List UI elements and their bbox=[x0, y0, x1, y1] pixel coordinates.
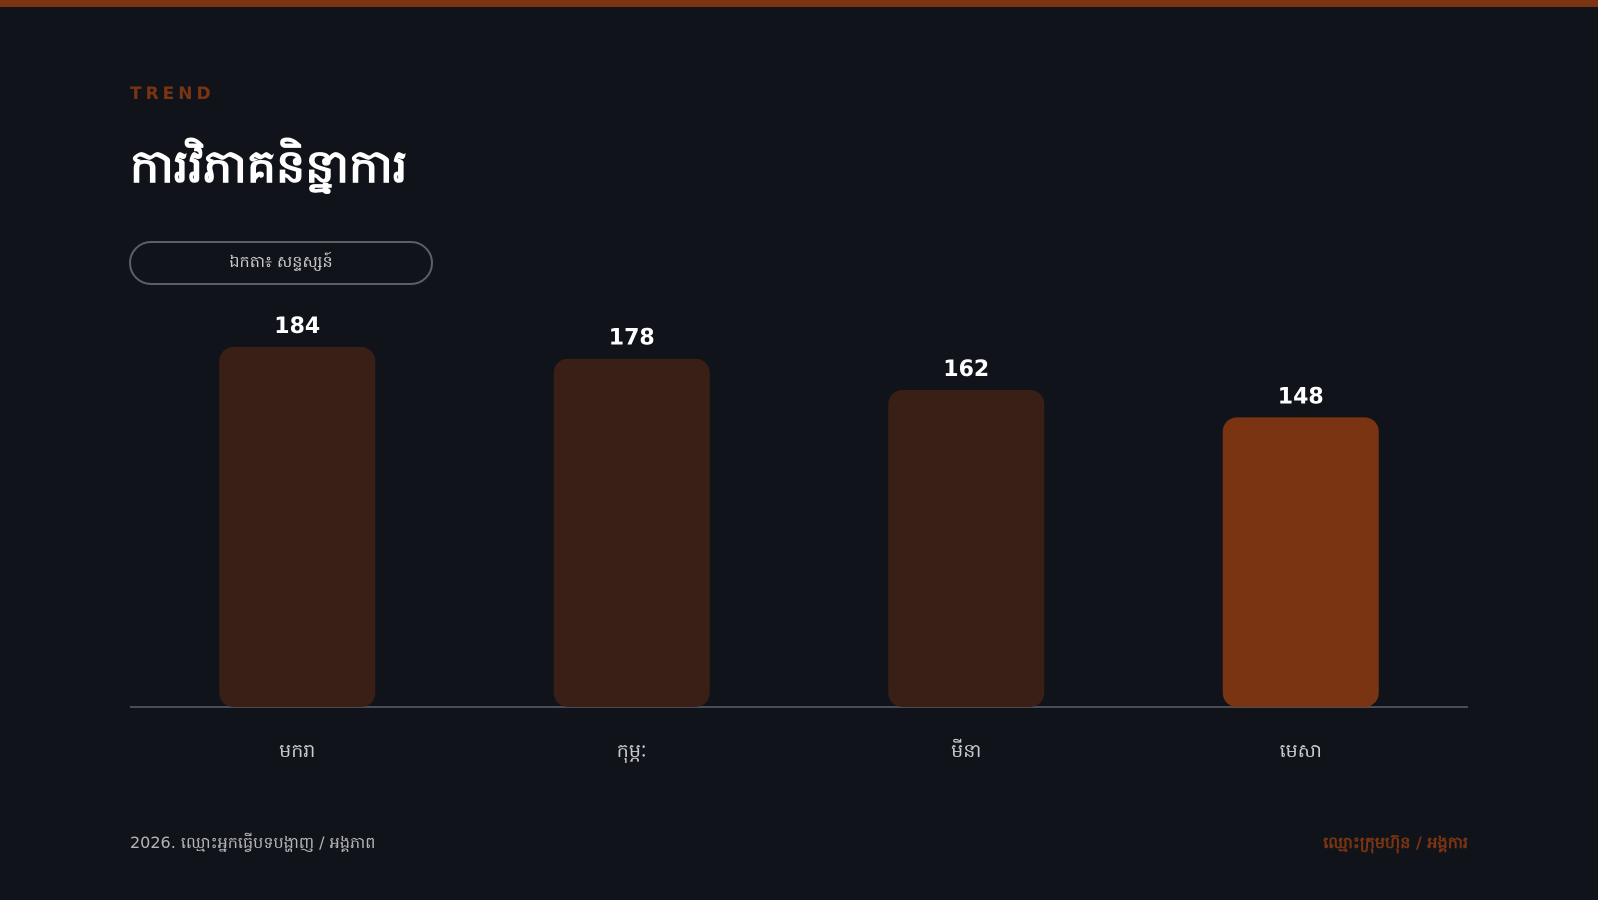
value-label-2: 178 bbox=[609, 326, 655, 351]
value-label-3: 162 bbox=[943, 357, 989, 382]
category-label-2: កុម្ភៈ bbox=[617, 740, 647, 764]
unit-badge: ឯកតា៖ សន្ទស្សន៍ bbox=[129, 241, 433, 285]
category-label-4: មេសា bbox=[1280, 740, 1322, 762]
bar-2 bbox=[553, 358, 710, 707]
unit-label: ឯកតា៖ សន្ទស្សន៍ bbox=[229, 252, 333, 271]
page-title: ការវិភាគនិន្នាការ bbox=[130, 139, 408, 193]
bar-1 bbox=[219, 347, 376, 707]
value-label-4: 148 bbox=[1278, 384, 1324, 409]
footer-company: ឈ្មោះក្រុមហ៊ុន / អង្គការ bbox=[1323, 833, 1468, 852]
category-label-3: មីនា bbox=[951, 738, 981, 762]
bar-chart: 184 មករា 178 កុម្ភៈ 162 មីនា 148 មេសា bbox=[130, 314, 1468, 764]
bar-3 bbox=[888, 390, 1045, 707]
top-accent-bar bbox=[0, 0, 1598, 7]
category-label-1: មករា bbox=[279, 740, 315, 762]
section-eyebrow: TREND bbox=[130, 84, 215, 104]
footer-presenter: 2026. ឈ្មោះអ្នកធ្វើបទបង្ហាញ / អង្គភាព bbox=[130, 833, 376, 852]
bar-4 bbox=[1222, 417, 1379, 707]
value-label-1: 184 bbox=[274, 314, 320, 339]
